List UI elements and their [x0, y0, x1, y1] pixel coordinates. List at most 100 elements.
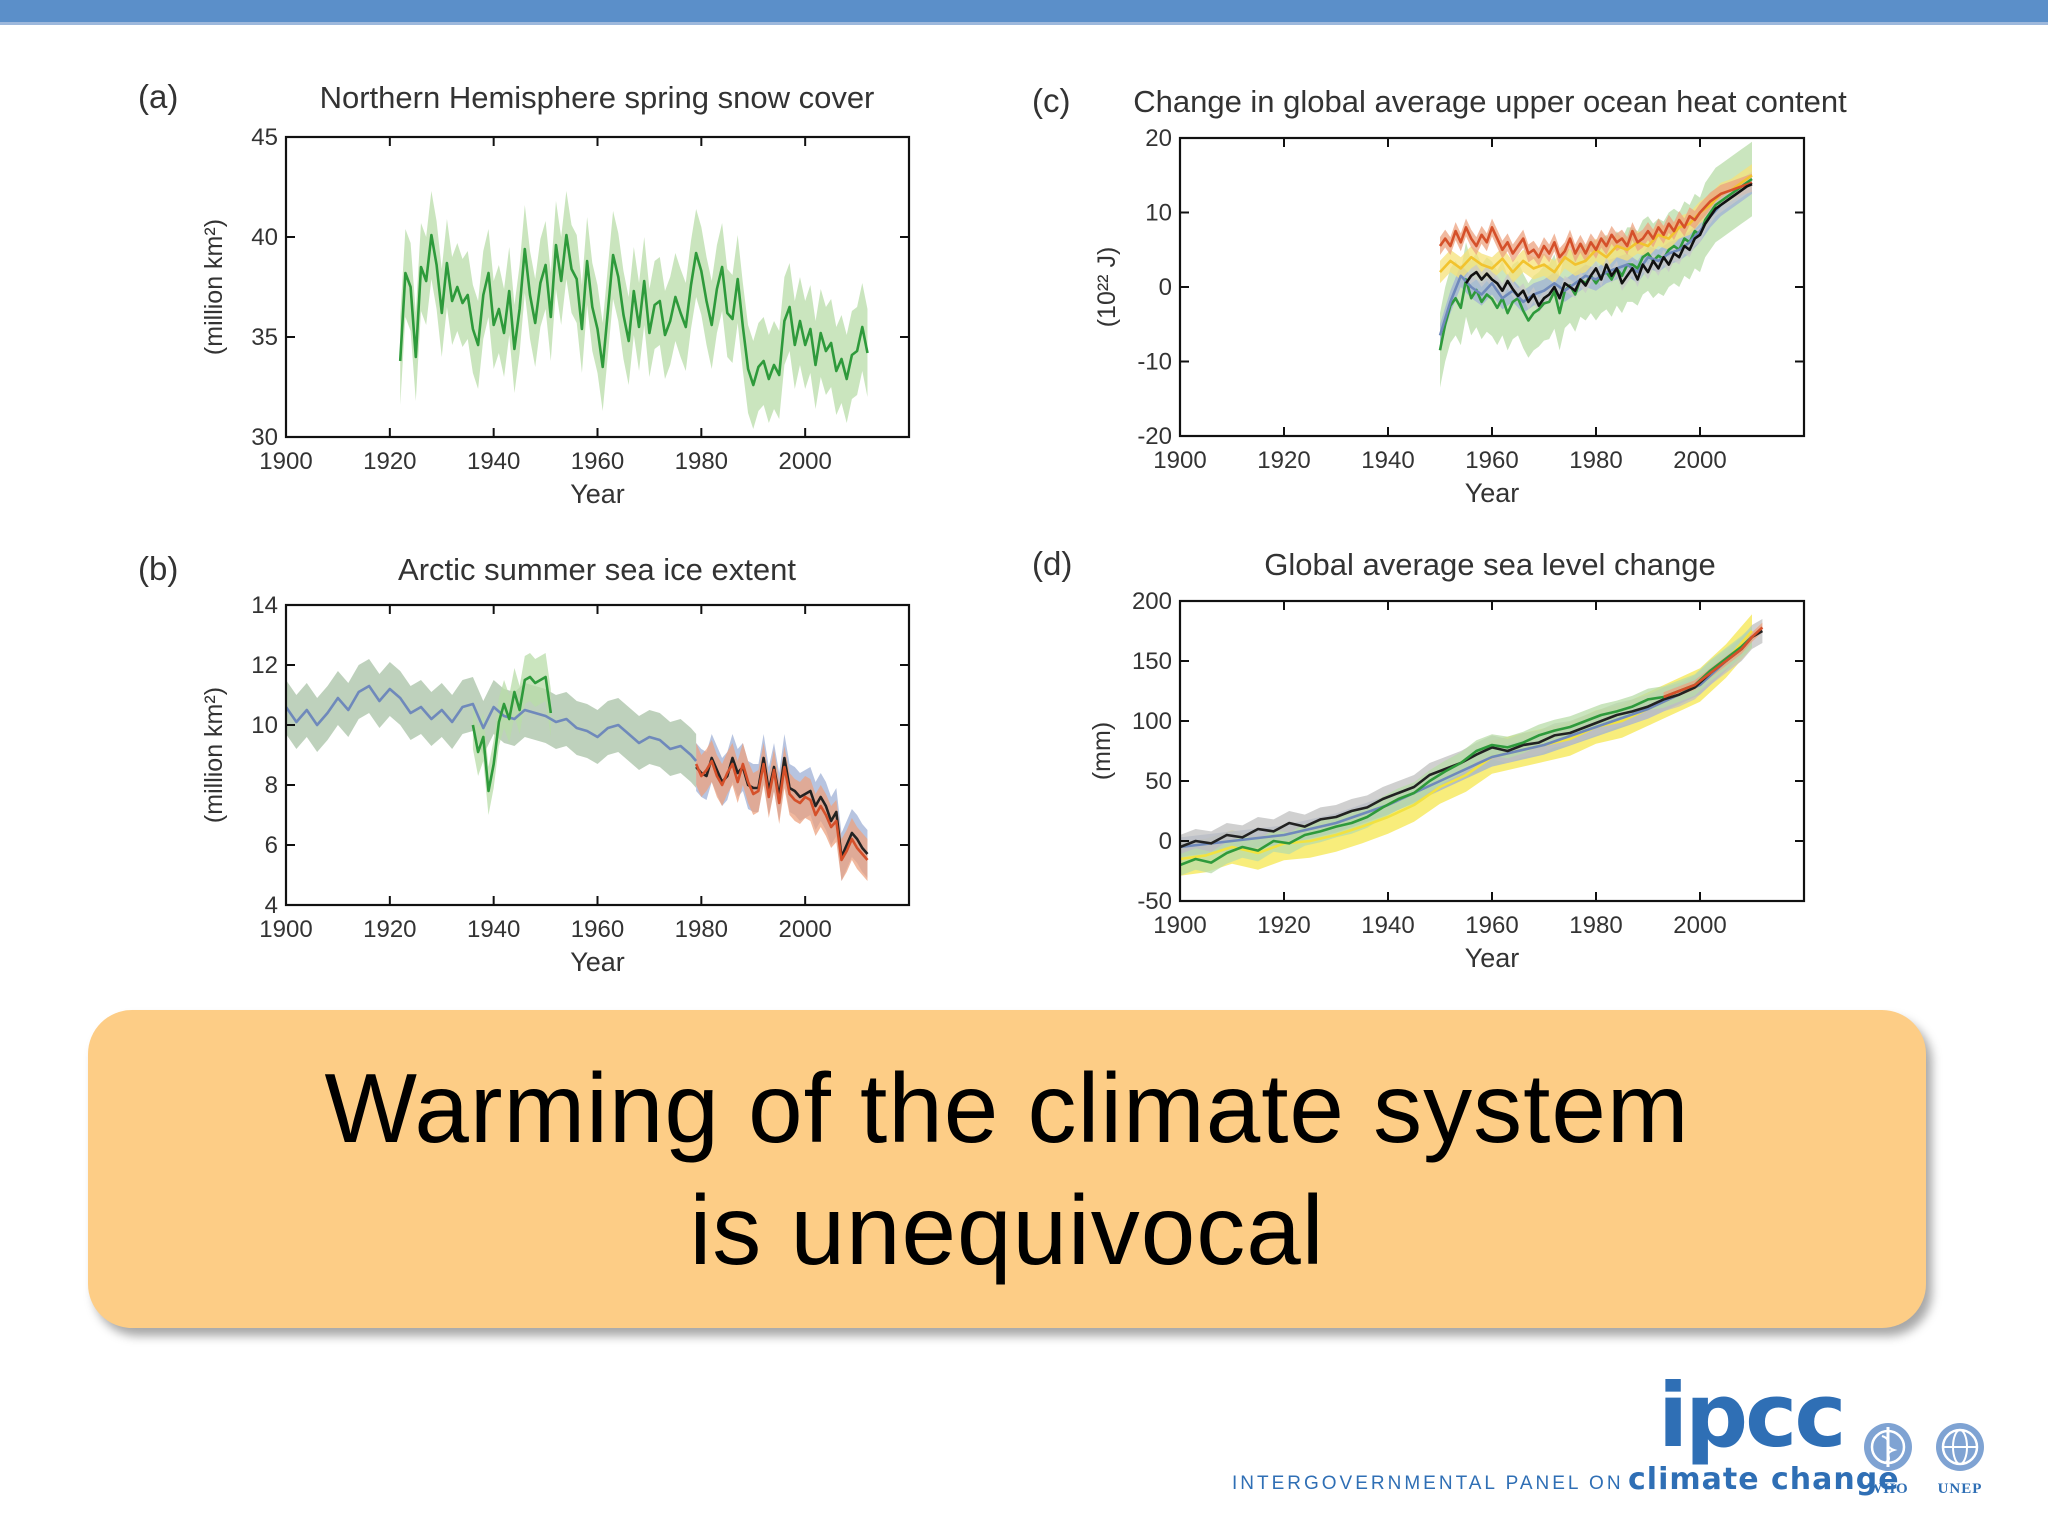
series-group — [1180, 614, 1764, 876]
y-tick-label: 40 — [251, 224, 278, 251]
x-tick-label: 1900 — [259, 916, 312, 943]
ipcc-logo-big-text: climate change — [1628, 1462, 1900, 1497]
chart-panel-b: 1900 1920 1940 1960 1980 2000 4 6 8 10 12 14 Year (mi… — [138, 550, 911, 977]
y-tick-label: -20 — [1137, 423, 1172, 450]
x-tick-label: 1940 — [1361, 447, 1414, 474]
y-tick-label: 50 — [1145, 768, 1172, 795]
y-tick-label: 10 — [251, 712, 278, 739]
x-tick-label: 1960 — [1465, 447, 1518, 474]
x-axis-label: Year — [1465, 478, 1520, 508]
x-tick-label: 2000 — [778, 916, 831, 943]
chart-title: Global average sea level change — [1264, 547, 1716, 582]
x-tick-label: 1920 — [1257, 447, 1310, 474]
series-group — [286, 653, 869, 881]
uncertainty-band — [400, 191, 868, 429]
panel-letter: (c) — [1032, 82, 1070, 119]
series-group — [1438, 141, 1753, 388]
ipcc-logo-word: ipcc — [1658, 1364, 1846, 1467]
series-line — [1438, 181, 1753, 259]
who-emblem-icon — [1864, 1423, 1912, 1471]
series-line — [1438, 181, 1753, 336]
y-axis-label: (10²² J) — [1093, 247, 1121, 328]
uncertainty-band — [1180, 626, 1752, 876]
x-tick-label: 1980 — [675, 448, 728, 475]
x-tick-label: 1960 — [571, 448, 624, 475]
headline-line-2: is unequivocal — [689, 1175, 1325, 1285]
x-tick-label: 1980 — [675, 916, 728, 943]
uncertainty-band — [1466, 176, 1752, 314]
series-line — [694, 759, 869, 862]
uncertainty-band — [1180, 619, 1763, 859]
climate-figure: 1900 1920 1940 1960 1980 200030354045Year(mil… — [138, 78, 1847, 977]
x-tick-label: 1940 — [467, 448, 520, 475]
unep-emblem-icon — [1936, 1423, 1984, 1471]
x-tick-label: 1940 — [467, 916, 520, 943]
chart-panel-a: 1900 1920 1940 1960 1980 2000 30 35 40 45 Year (mil… — [138, 78, 911, 509]
series-group — [398, 191, 869, 429]
series-line — [1180, 636, 1753, 849]
series-line — [1180, 629, 1764, 849]
unep-label: UNEP — [1937, 1481, 1983, 1497]
y-tick-label: 20 — [1145, 125, 1172, 152]
x-tick-label: 1980 — [1569, 912, 1622, 939]
y-tick-label: 150 — [1132, 648, 1172, 675]
chart-panel-d: 1900 1920 1940 1960 1980 2000 -50 0 50 100 150 200 Y… — [1032, 545, 1806, 973]
x-tick-label: 2000 — [1673, 912, 1726, 939]
series-line — [398, 233, 869, 387]
y-tick-label: 30 — [251, 424, 278, 451]
x-tick-label: 1920 — [363, 448, 416, 475]
y-tick-label: 10 — [1145, 200, 1172, 227]
x-tick-label: 1920 — [1257, 912, 1310, 939]
headline-callout: Warming of the climate system is unequiv… — [88, 1010, 1926, 1328]
who-label: WHO — [1867, 1481, 1909, 1497]
uncertainty-band — [1440, 173, 1752, 267]
top-accent-bar — [0, 0, 2048, 25]
y-tick-label: 0 — [1159, 274, 1172, 301]
who-logo: WHO — [1856, 1418, 1920, 1498]
x-tick-label: 1980 — [1569, 447, 1622, 474]
unep-logo: UNEP — [1928, 1418, 1992, 1498]
y-axis-label: (million km²) — [200, 219, 228, 355]
panel-letter: (a) — [138, 78, 178, 115]
footer-logos: ipcc INTERGOVERNMENTAL PANEL ON climate … — [1220, 1364, 2020, 1510]
ipcc-logo-small-text: INTERGOVERNMENTAL PANEL ON — [1232, 1473, 1624, 1494]
y-tick-label: -10 — [1137, 349, 1172, 376]
y-tick-label: 45 — [251, 124, 278, 151]
x-tick-label: 1900 — [1153, 912, 1206, 939]
series-line — [1180, 636, 1753, 867]
x-tick-label: 1920 — [363, 916, 416, 943]
y-tick-label: 0 — [1159, 828, 1172, 855]
chart-title: Change in global average upper ocean hea… — [1133, 84, 1847, 119]
ipcc-logo-subtitle: INTERGOVERNMENTAL PANEL ON climate chang… — [1232, 1462, 1900, 1497]
headline-line-1: Warming of the climate system — [324, 1053, 1690, 1163]
x-tick-label: 1940 — [1361, 912, 1414, 939]
x-tick-label: 1960 — [571, 916, 624, 943]
series-line — [1464, 183, 1753, 307]
y-tick-label: 4 — [265, 892, 278, 919]
x-tick-label: 1900 — [1153, 447, 1206, 474]
chart-title: Arctic summer sea ice extent — [398, 552, 796, 587]
panel-letter: (b) — [138, 550, 178, 587]
series-line — [286, 684, 698, 762]
panel-letter: (d) — [1032, 545, 1072, 582]
series-line — [471, 675, 553, 793]
y-tick-label: -50 — [1137, 888, 1172, 915]
y-tick-label: 8 — [265, 772, 278, 799]
series-line — [1663, 626, 1764, 699]
x-tick-label: 2000 — [1673, 447, 1726, 474]
x-axis-label: Year — [570, 947, 625, 977]
y-tick-label: 6 — [265, 832, 278, 859]
x-tick-label: 1960 — [1465, 912, 1518, 939]
y-tick-label: 12 — [251, 652, 278, 679]
x-tick-label: 1900 — [259, 448, 312, 475]
y-axis-label: (mm) — [1088, 722, 1116, 780]
y-axis-label: (million km²) — [200, 687, 228, 823]
x-tick-label: 2000 — [778, 448, 831, 475]
y-tick-label: 35 — [251, 324, 278, 351]
y-tick-label: 100 — [1132, 708, 1172, 735]
x-axis-label: Year — [1465, 943, 1520, 973]
chart-title: Northern Hemisphere spring snow cover — [320, 80, 875, 115]
x-axis-label: Year — [570, 479, 625, 509]
chart-panel-c: 1900 1920 1940 1960 1980 2000 -20 -10 0 10 20 Year (… — [1032, 82, 1847, 508]
y-tick-label: 14 — [251, 592, 278, 619]
